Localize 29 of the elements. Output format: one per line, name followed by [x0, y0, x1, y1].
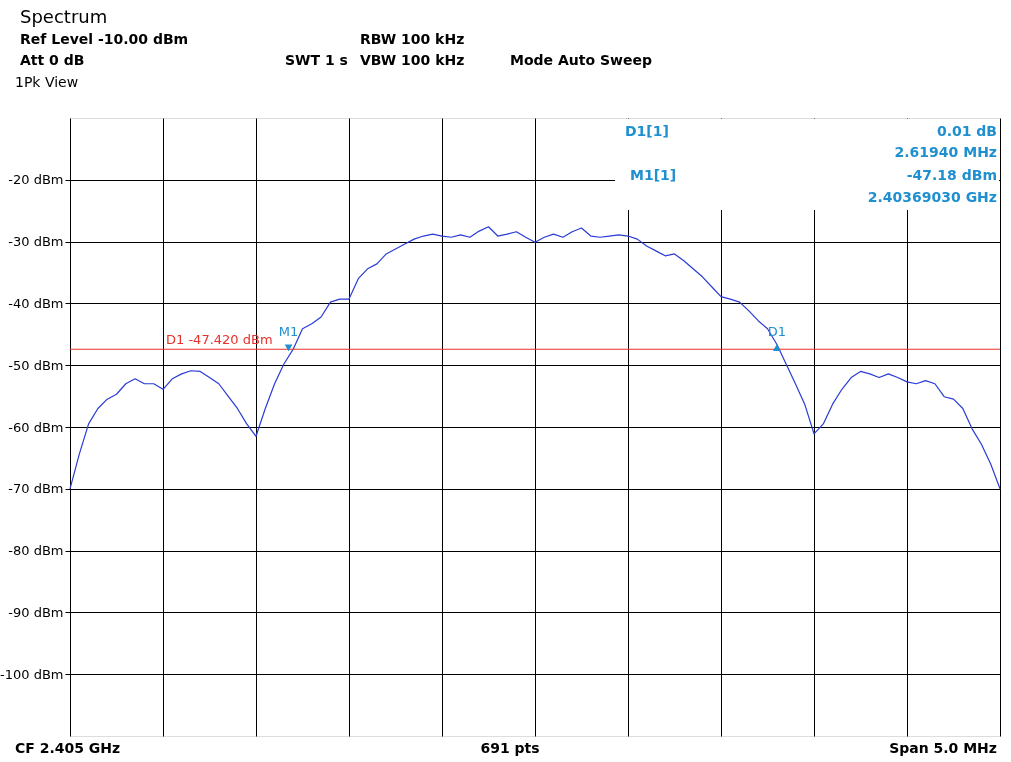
text: 691 pts [480, 740, 540, 756]
text: SWT 1 s [285, 52, 348, 68]
text: VBW 100 kHz [360, 52, 465, 68]
text: Mode Auto Sweep [510, 52, 652, 68]
line-series [69, 226, 1001, 490]
annotation: -47.18 dBm [906, 167, 997, 183]
annotation: D1 [767, 323, 786, 339]
y-tick-label: -40 dBm [8, 295, 64, 311]
y-tick-label: -80 dBm [8, 543, 64, 559]
y-tick-label: -70 dBm [8, 481, 64, 497]
y-tick-label: -30 dBm [8, 234, 64, 250]
y-tick-label: -100 dBm [0, 666, 64, 682]
annotation: 2.61940 MHz [894, 144, 997, 160]
y-tick-label: -20 dBm [8, 172, 64, 188]
text: Span 5.0 MHz [889, 740, 997, 756]
text: Att 0 dB [20, 52, 85, 68]
y-tick-label: -90 dBm [8, 604, 64, 620]
text: CF 2.405 GHz [15, 740, 121, 756]
text: Ref Level -10.00 dBm [20, 31, 189, 47]
annotation: 0.01 dB [936, 123, 997, 139]
y-tick-label: -50 dBm [8, 357, 64, 373]
text: 1Pk View [15, 74, 79, 90]
annotation: D1[1] [625, 123, 669, 139]
text: RBW 100 kHz [360, 31, 465, 47]
annotation: 2.40369030 GHz [867, 189, 997, 205]
y-tick-label: -60 dBm [8, 419, 64, 435]
annotation: M1 [278, 323, 299, 339]
chart-title: Spectrum [20, 6, 108, 27]
annotation: M1[1] [630, 167, 677, 183]
